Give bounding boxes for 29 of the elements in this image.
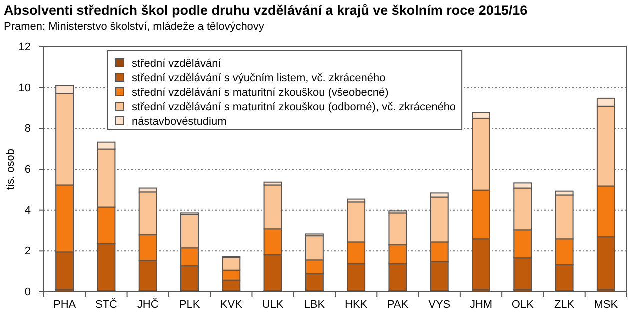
- y-tick-label: 10: [18, 82, 31, 94]
- x-tick-label: HKK: [345, 298, 368, 311]
- legend-label: střední vzdělávání: [132, 58, 222, 70]
- x-tick-label: ZLK: [554, 298, 576, 311]
- chart-title: Absolventi středních škol podle druhu vzdělávání a krajů ve školním roce 2015/16: [4, 3, 528, 18]
- x-tick-label: KVK: [220, 298, 244, 311]
- x-tick-label: PAK: [387, 298, 410, 311]
- x-tick-label: ULK: [262, 298, 284, 311]
- legend-label: nástavbovéstudium: [132, 116, 227, 128]
- legend-label: střední vzdělávání s výučním listem, vč. zkráceného: [132, 72, 386, 84]
- x-tick-label: LBK: [304, 298, 326, 311]
- y-axis-title: tis. osob: [5, 149, 17, 190]
- x-tick-label: OLK: [512, 298, 535, 311]
- x-tick-label: JHČ: [137, 298, 159, 311]
- legend-label: střední vzdělávání s maturitní zkouškou (odborné), vč. zkráceného: [132, 102, 456, 114]
- legend-label: střední vzdělávání s maturitní zkouškou (všeobecné): [132, 87, 389, 99]
- y-tick-label: 8: [24, 123, 31, 136]
- y-tick-label: 4: [24, 204, 31, 217]
- x-tick-label: STČ: [95, 298, 118, 311]
- y-tick-label: 2: [24, 246, 31, 258]
- x-tick-label: MSK: [594, 298, 619, 311]
- x-tick-label: JHM: [470, 298, 493, 311]
- chart-subtitle: Pramen: Ministerstvo školství, mládeže a tělovýchovy: [4, 21, 265, 33]
- y-tick-label: 12: [18, 42, 31, 54]
- y-tick-label: 6: [24, 164, 31, 176]
- y-tick-label: 0: [24, 286, 31, 299]
- x-tick-label: VYS: [428, 298, 451, 311]
- x-tick-label: PHA: [54, 298, 77, 311]
- x-tick-label: PLK: [179, 298, 201, 311]
